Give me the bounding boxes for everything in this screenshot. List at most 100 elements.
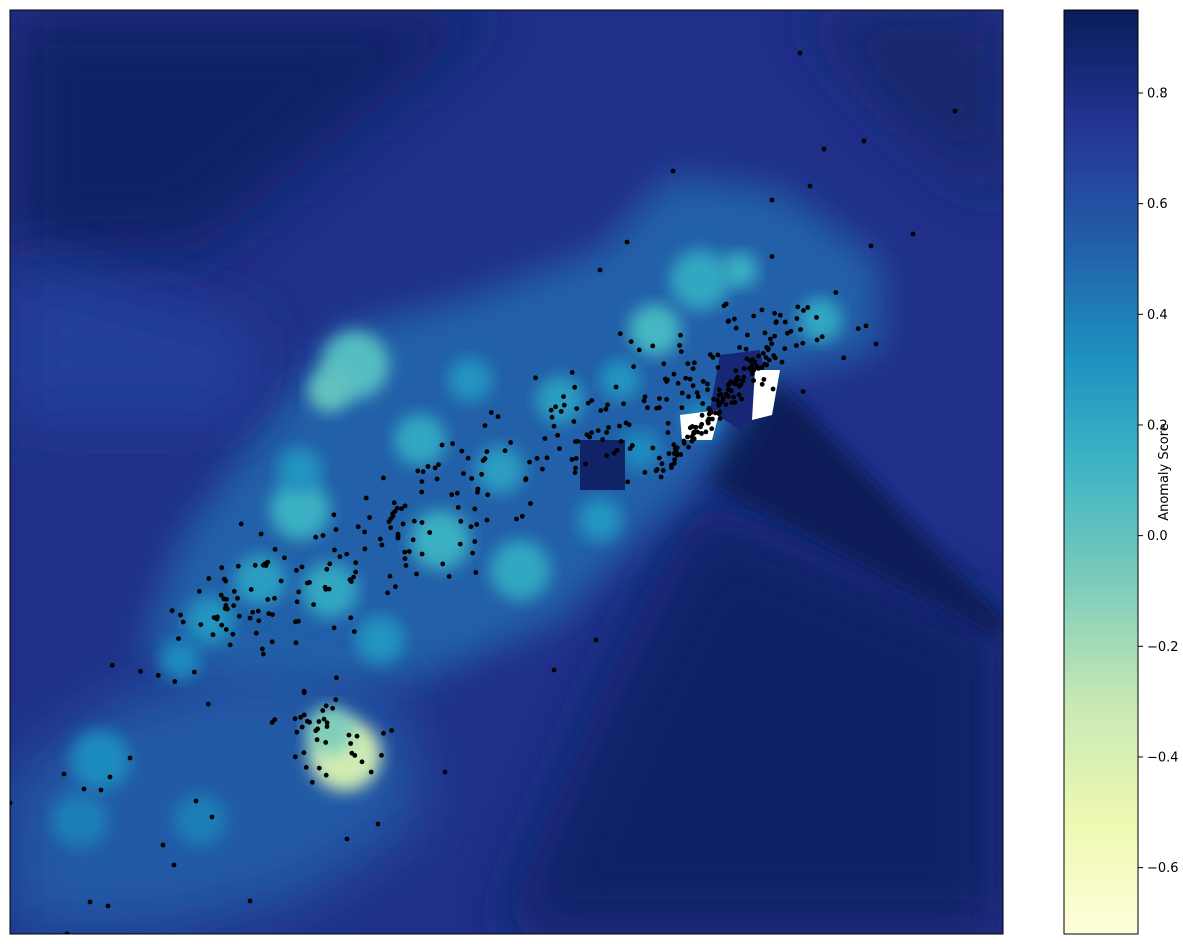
scatter-point: [206, 576, 212, 581]
scatter-point: [788, 328, 794, 334]
scatter-point: [442, 769, 448, 775]
scatter-point: [686, 394, 691, 399]
scatter-point: [484, 517, 490, 523]
scatter-point: [782, 346, 788, 351]
scatter-point: [379, 542, 385, 548]
field-region-mid: [10, 260, 260, 420]
scatter-point: [561, 394, 566, 399]
field-hotspot: [798, 298, 842, 342]
scatter-point: [656, 455, 662, 461]
scatter-point: [732, 399, 738, 405]
scatter-point: [716, 387, 722, 393]
scatter-point: [717, 416, 723, 421]
colorbar-tick-label: −0.4: [1147, 750, 1179, 765]
field-region-white: [752, 370, 780, 420]
scatter-point: [406, 549, 412, 554]
scatter-point: [692, 360, 697, 366]
scatter-point: [265, 559, 271, 565]
scatter-point: [138, 668, 143, 674]
scatter-point: [465, 455, 471, 461]
scatter-point: [624, 239, 630, 245]
scatter-point: [759, 307, 765, 313]
scatter-point: [613, 384, 619, 390]
scatter-point: [434, 476, 440, 482]
scatter-point: [672, 457, 678, 462]
scatter-point: [549, 414, 555, 420]
scatter-point: [617, 423, 622, 429]
scatter-point: [769, 341, 775, 347]
scatter-point: [801, 308, 806, 313]
scatter-point: [737, 345, 742, 350]
scatter-point: [743, 346, 749, 352]
scatter-point: [330, 705, 336, 711]
scatter-point: [381, 730, 386, 736]
scatter-point: [282, 555, 287, 561]
scatter-point: [705, 381, 710, 387]
scatter-point: [782, 319, 788, 325]
colorbar: −0.6 −0.4 −0.2 0.0 0.2 0.4 0.6 0.8 Anomaly Scor…: [1063, 9, 1179, 935]
field-hotspot: [670, 250, 730, 310]
scatter-point: [678, 332, 683, 338]
colorbar-tick-label: 0.6: [1147, 197, 1168, 212]
scatter-point: [210, 632, 216, 638]
scatter-point: [214, 616, 220, 622]
scatter-point: [723, 402, 729, 407]
scatter-point: [627, 446, 633, 451]
field-hotspot: [356, 616, 404, 664]
scatter-point: [749, 371, 755, 377]
scatter-point: [604, 453, 609, 458]
scatter-point: [169, 608, 175, 614]
field-hotspot: [410, 510, 470, 570]
colorbar-tick-label: −0.2: [1147, 640, 1179, 655]
scatter-point: [735, 374, 741, 380]
scatter-point: [351, 574, 356, 580]
scatter-point: [583, 461, 588, 467]
scatter-point: [87, 899, 93, 905]
scatter-point: [910, 231, 916, 237]
scatter-point: [593, 637, 599, 643]
scatter-point: [293, 640, 299, 646]
scatter-point: [764, 362, 770, 368]
scatter-point: [331, 512, 337, 518]
scatter-point: [686, 444, 691, 450]
scatter-point: [230, 631, 236, 637]
scatter-point: [672, 460, 677, 466]
scatter-point: [314, 737, 320, 743]
scatter-point: [705, 387, 710, 393]
colorbar-tick-label: 0.8: [1147, 86, 1168, 101]
scatter-point: [611, 450, 617, 456]
scatter-point: [475, 489, 480, 495]
scatter-point: [769, 254, 775, 259]
scatter-point: [235, 595, 240, 601]
scatter-point: [528, 501, 533, 506]
scatter-point: [695, 429, 700, 435]
scatter-point: [519, 513, 525, 519]
scatter-point: [459, 448, 465, 454]
scatter-point: [348, 741, 353, 746]
scatter-point: [689, 438, 695, 444]
scatter-point: [572, 470, 578, 475]
scatter-point: [678, 349, 684, 354]
scatter-point: [707, 352, 713, 358]
scatter-point: [172, 679, 178, 684]
scatter-point: [403, 563, 409, 568]
scatter-point: [699, 412, 705, 418]
colorbar-ticks: −0.6 −0.4 −0.2 0.0 0.2 0.4 0.6 0.8: [1138, 86, 1179, 876]
scatter-point: [604, 430, 609, 435]
scatter-point: [393, 584, 398, 590]
scatter-point: [573, 465, 578, 471]
scatter-point: [706, 405, 712, 411]
scatter-point: [107, 774, 113, 780]
scatter-point: [508, 440, 513, 445]
scatter-point: [425, 464, 431, 469]
scatter-point: [598, 408, 604, 413]
scatter-point: [571, 419, 577, 424]
scatter-point: [617, 331, 623, 337]
scatter-point: [219, 565, 225, 571]
scatter-point: [469, 476, 475, 481]
scatter-point: [589, 430, 594, 435]
scatter-point: [675, 380, 681, 386]
scatter-point: [814, 337, 820, 343]
field-hotspot: [536, 376, 584, 424]
scatter-point: [419, 520, 425, 525]
